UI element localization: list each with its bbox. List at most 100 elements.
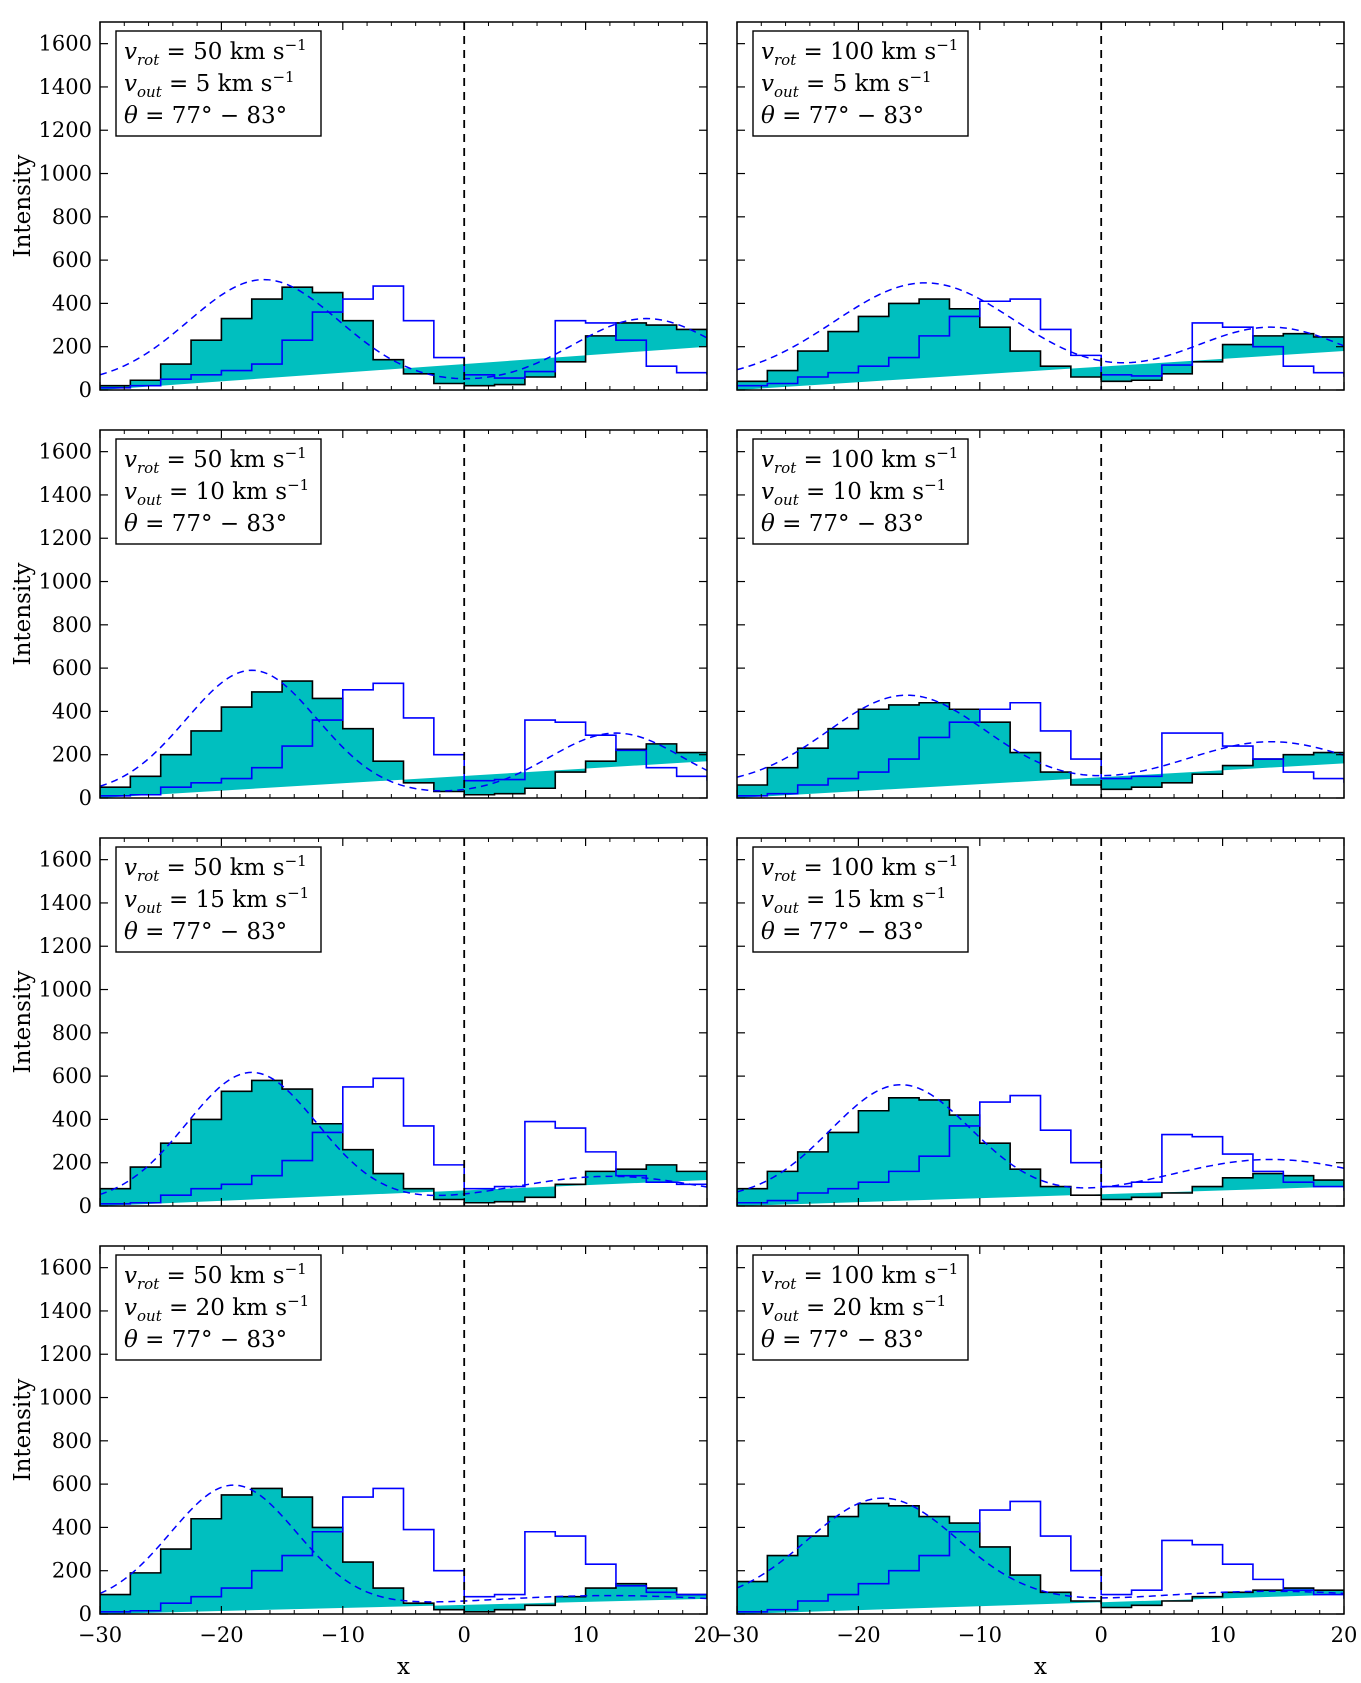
gaussian-fit-line: [737, 282, 1344, 371]
x-tick-label: 20: [1331, 1623, 1358, 1647]
axes-frame: [736, 21, 1345, 391]
y-axis-label: Intensity: [10, 563, 36, 666]
y-tick-label: 1400: [39, 483, 92, 507]
y-tick-label: 200: [52, 335, 92, 359]
annotation-vrot: vrot = 50 km s−1: [124, 444, 307, 477]
x-tick-label: 20: [694, 1623, 721, 1647]
y-tick-label: 200: [52, 1559, 92, 1583]
x-tick-label: 0: [458, 1623, 471, 1647]
y-tick-label: 0: [79, 1194, 92, 1218]
axes-frame: [736, 837, 1345, 1207]
gaussian-fit-line: [100, 669, 707, 792]
y-tick-label: 1400: [39, 891, 92, 915]
annotation-vrot: vrot = 100 km s−1: [761, 1260, 958, 1293]
filled-histogram: [737, 1502, 1344, 1614]
annotation-theta: θ = 77° − 83°: [761, 1327, 924, 1353]
y-tick-label: 1000: [39, 978, 92, 1002]
plot-area: [100, 430, 707, 798]
blue-step-histogram: [100, 1077, 707, 1205]
x-tick-label: 10: [1209, 1623, 1236, 1647]
y-tick-label: 600: [52, 656, 92, 680]
x-tick-label: −30: [715, 1623, 759, 1647]
annotation-vout: vout = 5 km s−1: [124, 68, 295, 101]
axes-frame: [736, 429, 1345, 799]
y-tick-label: 400: [52, 1107, 92, 1131]
annotation-theta: θ = 77° − 83°: [124, 919, 287, 945]
annotation-vrot: vrot = 50 km s−1: [124, 1260, 307, 1293]
y-tick-label: 800: [52, 205, 92, 229]
annotation-vrot: vrot = 100 km s−1: [761, 444, 958, 477]
panel-3: 0 200 400 600 800 1000 1200 1400 1600 Intensity vr…: [10, 429, 708, 810]
y-tick-label: 400: [52, 1515, 92, 1539]
axes-frame: [99, 837, 708, 1207]
annotation-vout: vout = 15 km s−1: [124, 884, 309, 917]
annotation-vout: vout = 20 km s−1: [761, 1292, 946, 1325]
plot-area: [737, 838, 1344, 1206]
annotation-box: [115, 846, 322, 953]
annotation-vout: vout = 15 km s−1: [761, 884, 946, 917]
axes-frame: [99, 429, 708, 799]
x-tick-label: −30: [78, 1623, 122, 1647]
gaussian-fit-line: [100, 1071, 707, 1197]
x-tick-label: −10: [958, 1623, 1002, 1647]
annotation-vrot: vrot = 50 km s−1: [124, 852, 307, 885]
y-tick-label: 1200: [39, 118, 92, 142]
axes-frame: [99, 1245, 708, 1615]
y-axis-label: Intensity: [10, 971, 36, 1074]
filled-histogram: [737, 701, 1344, 798]
annotation-vout: vout = 10 km s−1: [761, 476, 946, 509]
y-tick-label: 200: [52, 743, 92, 767]
y-tick-label: 800: [52, 613, 92, 637]
blue-step-histogram: [737, 1500, 1344, 1613]
annotation-vout: vout = 5 km s−1: [761, 68, 932, 101]
gaussian-fit-line: [737, 1497, 1344, 1599]
annotation-theta: θ = 77° − 83°: [124, 103, 287, 129]
x-tick-label: 0: [1095, 1623, 1108, 1647]
y-tick-label: 0: [79, 1602, 92, 1626]
y-tick-label: 600: [52, 248, 92, 272]
annotation-box: [752, 30, 969, 137]
blue-step-histogram: [100, 1487, 707, 1613]
annotation-vrot: vrot = 100 km s−1: [761, 36, 958, 69]
y-tick-label: 800: [52, 1021, 92, 1045]
annotation-box: [115, 438, 322, 545]
annotation-theta: θ = 77° − 83°: [124, 511, 287, 537]
x-tick-label: −20: [199, 1623, 243, 1647]
y-tick-label: 400: [52, 291, 92, 315]
blue-step-histogram: [737, 298, 1344, 387]
x-tick-label: 10: [572, 1623, 599, 1647]
blue-step-histogram: [100, 285, 707, 389]
annotation-vrot: vrot = 100 km s−1: [761, 852, 958, 885]
annotation-box: [115, 1254, 322, 1361]
y-tick-label: 0: [79, 786, 92, 810]
x-axis-label: x: [397, 1654, 410, 1680]
axes-frame: [736, 1245, 1345, 1615]
blue-step-histogram: [737, 1094, 1344, 1204]
y-axis-label: Intensity: [10, 1379, 36, 1482]
plot-area: [100, 838, 707, 1206]
y-tick-label: 600: [52, 1064, 92, 1088]
panel-5: 0 200 400 600 800 1000 1200 1400 1600 Intensity vr…: [10, 837, 708, 1218]
annotation-box: [752, 438, 969, 545]
plot-area: [100, 1246, 707, 1614]
panel-7: 0 200 400 600 800 1000 1200 1400 1600 −30 −20 −10 0 1…: [10, 1245, 721, 1680]
y-tick-label: 1600: [39, 1256, 92, 1280]
y-tick-label: 1000: [39, 162, 92, 186]
y-tick-label: 1200: [39, 1342, 92, 1366]
y-tick-label: 1200: [39, 526, 92, 550]
plot-area: [737, 430, 1344, 798]
annotation-theta: θ = 77° − 83°: [761, 511, 924, 537]
gaussian-fit-line: [737, 1083, 1344, 1193]
y-axis-label: Intensity: [10, 155, 36, 258]
y-tick-label: 400: [52, 699, 92, 723]
y-tick-label: 0: [79, 378, 92, 402]
y-tick-label: 600: [52, 1472, 92, 1496]
annotation-theta: θ = 77° − 83°: [761, 103, 924, 129]
y-tick-label: 1600: [39, 848, 92, 872]
y-tick-label: 1600: [39, 32, 92, 56]
